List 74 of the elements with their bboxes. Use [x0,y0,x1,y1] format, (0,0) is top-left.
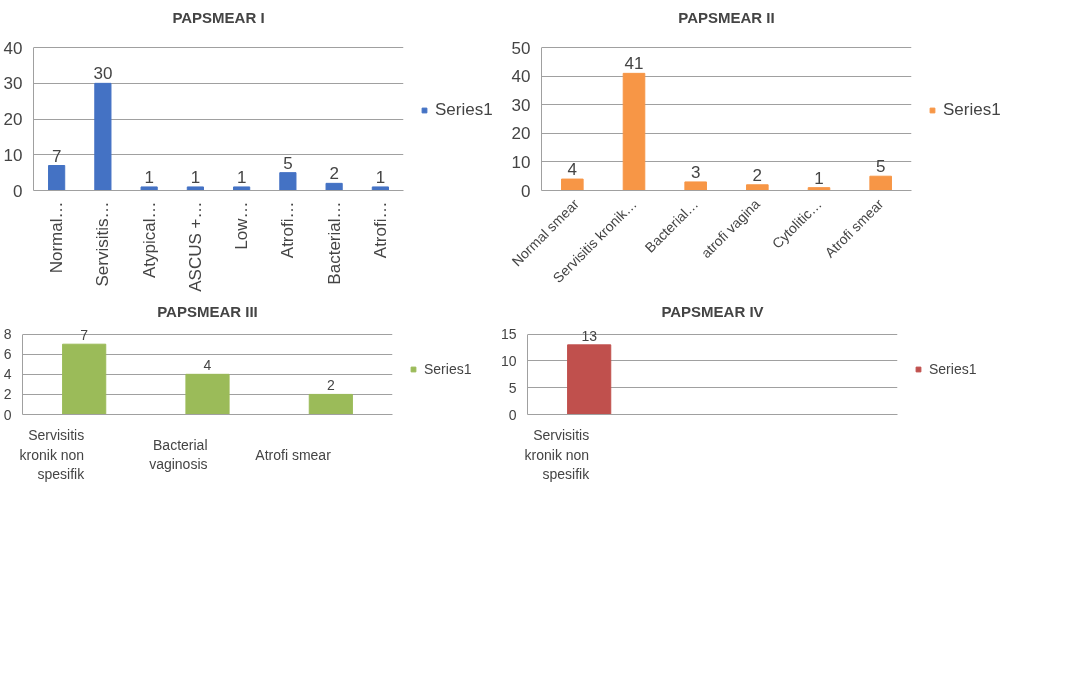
data-label: 2 [326,377,335,394]
y-tick-label: 20 [511,124,531,144]
data-label: 1 [190,167,201,187]
bar [308,393,353,415]
legend-label: Series1 [435,100,493,120]
y-tick-label: 10 [3,145,23,165]
y-tick-label: 0 [508,406,517,423]
y-tick-label: 15 [500,326,517,343]
chart-title: PAPSMEAR II [678,8,775,26]
data-label: 4 [203,357,212,374]
y-tick-label: 6 [3,346,12,363]
legend-label: Series1 [929,361,977,377]
y-tick-label: 10 [511,152,531,172]
x-tick-label: Low… [232,201,252,250]
x-tick-label: Servisitis… [93,201,113,287]
bar [62,343,107,415]
data-label: 2 [329,164,339,184]
bar [561,178,584,191]
y-tick-label: 0 [3,406,12,423]
data-label: 13 [581,327,598,344]
data-label: 7 [51,146,62,166]
data-label: 7 [80,327,89,344]
y-tick-label: 4 [3,366,12,383]
data-label: 30 [93,64,113,84]
data-label: 5 [283,153,293,173]
data-label: 1 [814,168,824,188]
bar [140,186,158,191]
x-tick-label: Servisitis kronik non spesifik [524,427,591,482]
x-tick-label: Bacterial vaginosis [149,436,208,473]
bar [325,182,343,191]
y-tick-label: 40 [3,38,23,58]
data-label: 1 [144,167,154,187]
y-tick-label: 20 [3,110,23,130]
data-label: 1 [375,167,386,187]
bar [48,165,66,191]
bar [233,186,251,191]
data-label: 5 [875,157,886,177]
y-tick-label: 10 [500,352,517,369]
y-tick-label: 5 [508,379,517,396]
x-tick-label: Atrofi smear [255,446,332,463]
x-tick-label: ASCUS +… [185,201,205,292]
y-tick-label: 50 [511,38,531,58]
bar [371,186,389,191]
data-label: 4 [567,160,578,180]
chart-title: PAPSMEAR I [172,8,265,26]
legend-label: Series1 [943,100,1001,120]
y-tick-label: 30 [511,95,531,115]
bar [94,82,112,191]
data-label: 1 [236,167,247,187]
y-tick-label: 0 [521,181,531,201]
y-tick-label: 40 [511,67,531,87]
data-label: 2 [752,165,763,185]
x-tick-label: Servisitis kronik non spesifik [19,427,86,482]
x-tick-label: Atypical… [139,201,159,279]
x-tick-label: Atrofi… [278,201,298,259]
chart-title: PAPSMEAR III [157,302,258,320]
x-tick-label: Atrofi… [370,201,390,259]
legend-label: Series1 [424,361,472,377]
data-label: 41 [624,54,644,74]
x-tick-label: Normal… [47,201,67,274]
bar [185,373,230,415]
y-tick-label: 2 [3,386,12,403]
y-tick-label: 8 [3,326,12,343]
y-tick-label: 30 [3,74,23,94]
bar [746,184,769,191]
chart-title: PAPSMEAR IV [661,302,764,320]
y-tick-label: 0 [13,181,23,201]
bar [684,181,707,191]
bar [869,175,892,191]
x-tick-label: Bacterial… [324,201,344,285]
bar [279,172,297,191]
data-label: 3 [690,162,701,182]
bar [186,186,204,191]
bar [622,72,646,191]
